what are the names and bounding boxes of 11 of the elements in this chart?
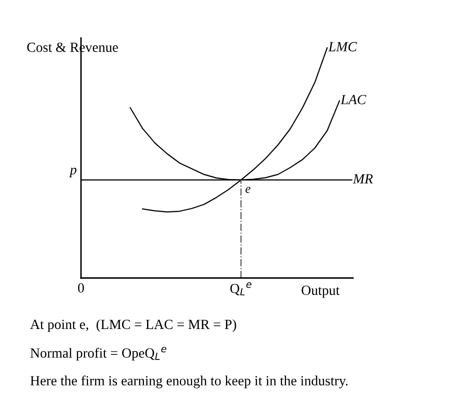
series-label: LAC <box>340 94 366 104</box>
annotation: e <box>246 186 250 193</box>
text: Here the firm is earning enough to keep it in the industry. <box>30 376 348 388</box>
annotation: p <box>69 168 76 178</box>
x-tick-label: 0 <box>78 283 84 293</box>
text: At point e, (LMC = LAC = MR = P) <box>30 319 236 332</box>
series-label: LMC <box>328 42 358 52</box>
x-axis-title: Output <box>302 286 340 298</box>
x-tick-label: Q$_{L}$$^{e}$ <box>230 282 252 296</box>
text: Normal profit = OpeQ$_{L}$$^{e}$ <box>30 346 166 361</box>
series-label: MR <box>352 174 373 184</box>
